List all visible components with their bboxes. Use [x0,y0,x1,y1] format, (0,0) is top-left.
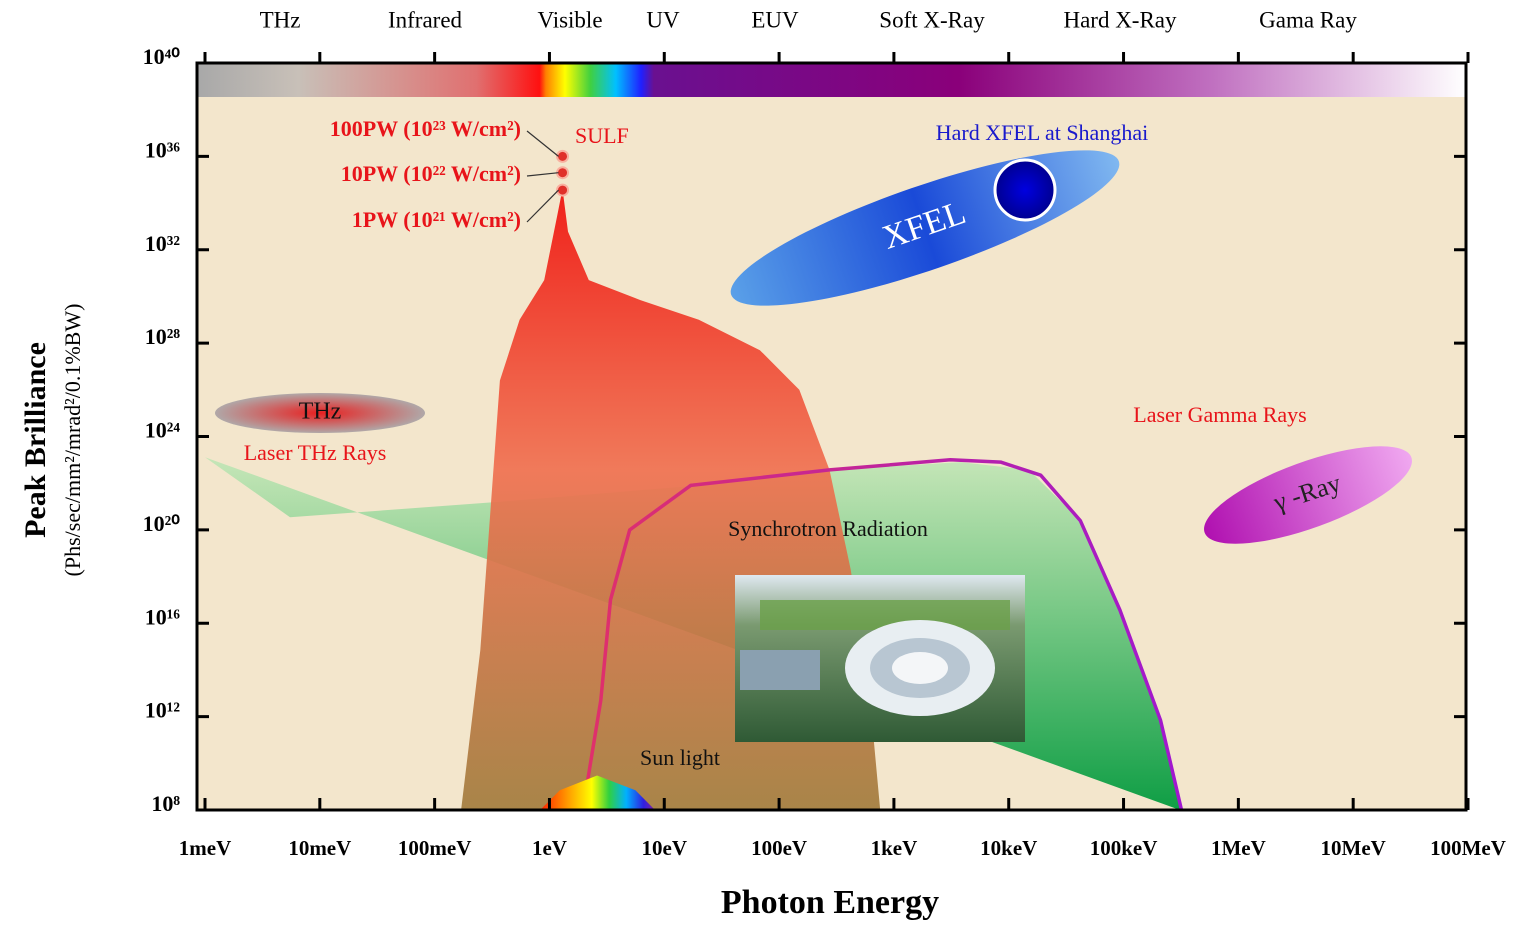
spectrum-band-label: Infrared [388,7,463,32]
x-tick-label: 10meV [288,836,351,860]
annotation: Laser Gamma Rays [1133,402,1307,427]
spectrum-band-label: EUV [751,7,799,32]
leader-line [526,172,559,177]
x-axis-label: Photon Energy [721,884,939,921]
laser-point [556,183,570,197]
thz-ellipse [215,393,425,433]
x-tick-label: 100keV [1090,836,1158,860]
x-tick-label: 100eV [751,836,807,860]
x-tick-label: 1eV [532,836,567,860]
laser-point-label: 1PW (10²¹ W/cm²) [352,207,521,232]
series-name: SULF [575,123,629,148]
text-layer: Photon Energy Peak Brilliance (Phs/sec/m… [19,7,1506,921]
x-tick-label: 10keV [980,836,1037,860]
photo-ring-core [892,652,948,684]
y-tick-label: 10¹² [145,698,181,723]
x-tick-label: 100MeV [1430,836,1506,860]
synchrotron-line [581,458,1184,810]
y-tick-label: 10³² [145,231,181,256]
facility-photo [735,575,1025,742]
spectrum-band-label: UV [646,7,680,32]
laser-point [556,149,570,163]
x-tick-label: 10MeV [1321,836,1386,860]
spectrum-bar [197,63,1466,97]
photo-building [740,650,820,690]
spectrum-band-label: THz [260,7,301,32]
series-name: Synchrotron Radiation [728,516,928,541]
x-tick-label: 100meV [398,836,471,860]
laser-point-label: 10PW (10²² W/cm²) [341,161,521,186]
axes-layer [197,52,1470,812]
annotation: THz [299,399,342,425]
annotation: Laser THz Rays [244,440,387,465]
laser-point-label: 100PW (10²³ W/cm²) [330,116,521,141]
y-tick-label: 10²⁸ [145,324,181,349]
y-tick-label: 10³⁶ [145,137,181,162]
spectrum-band-label: Hard X-Ray [1063,7,1177,32]
sunlight-area [540,775,655,810]
series-name: Sun light [640,745,720,770]
y-tick-label: 10¹⁶ [145,604,181,629]
x-tick-label: 1keV [871,836,918,860]
y-tick-label: 10⁸ [151,791,180,816]
y-axis-label: Peak Brilliance [19,342,52,538]
shanghai-xfel-dot [993,158,1057,222]
y-tick-label: 10²⁴ [145,418,181,443]
x-tick-label: 10eV [642,836,688,860]
x-tick-label: 1MeV [1211,836,1266,860]
x-tick-label: 1meV [179,836,231,860]
spectrum-band-label: Visible [537,7,602,32]
y-axis-sublabel: (Phs/sec/mm²/mrad²/0.1%BW) [60,304,85,577]
leader-line [526,130,559,157]
photo-field [760,600,1010,630]
spectrum-band-label: Gama Ray [1259,7,1357,32]
gamma-ellipse [1204,446,1412,544]
leader-line [526,189,559,223]
region-shapes [215,150,1412,544]
laser-point [556,166,570,180]
spectrum-band-label: Soft X-Ray [879,7,985,32]
y-tick-label: 10⁴⁰ [143,44,181,69]
annotation: Hard XFEL at Shanghai [936,120,1148,145]
y-tick-label: 10²⁰ [143,511,181,536]
